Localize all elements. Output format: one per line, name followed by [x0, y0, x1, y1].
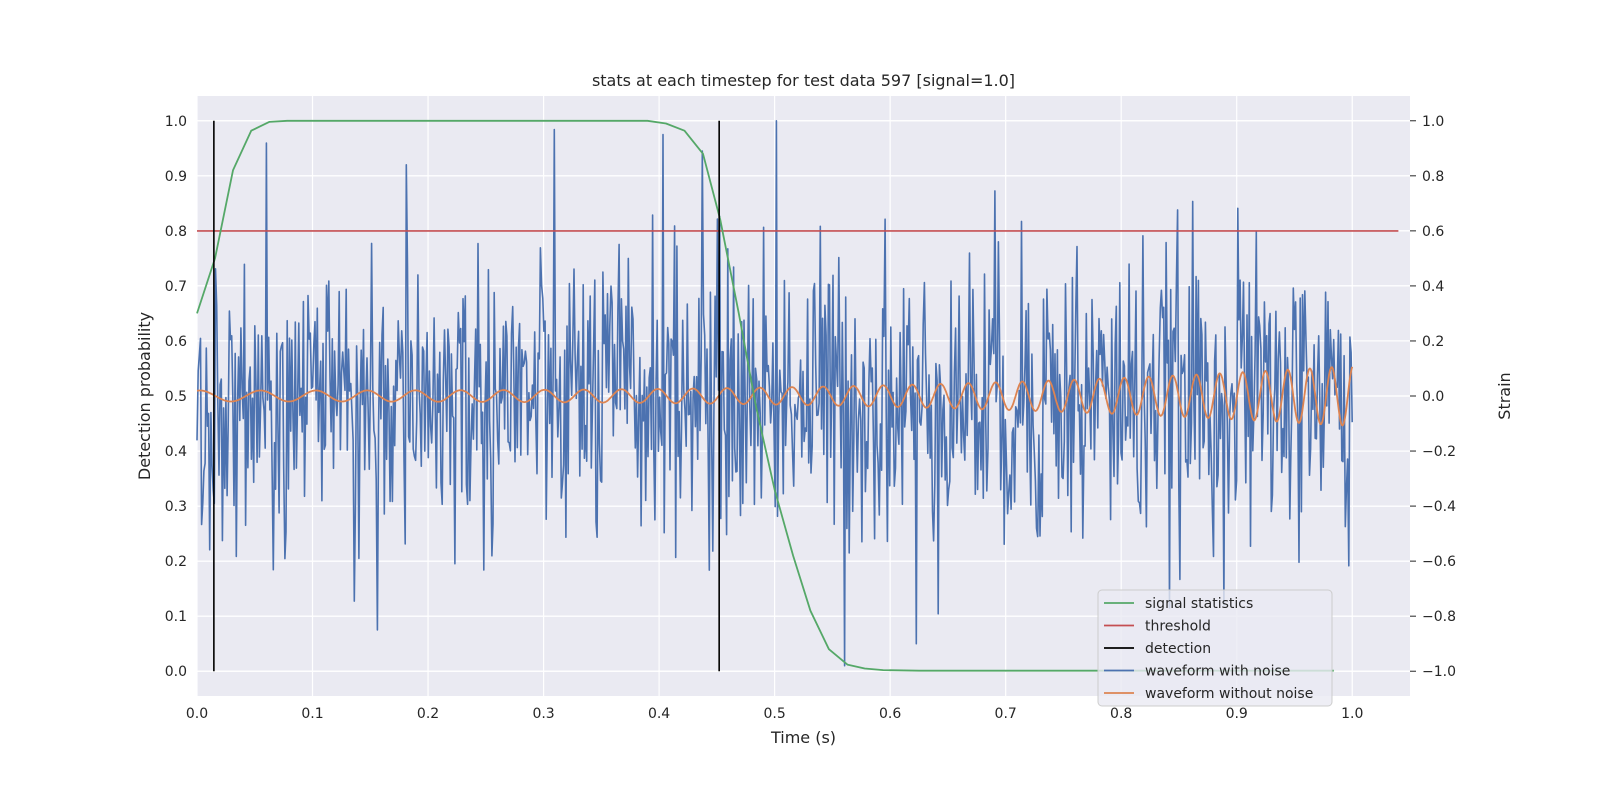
- y-tick-label-right: −0.2: [1422, 444, 1456, 460]
- y-tick-label-left: 0.0: [165, 664, 187, 680]
- series-waveform-with-noise: [196, 120, 1353, 667]
- y-tick-label-left: 0.6: [165, 334, 187, 350]
- y-tick-label-left: 0.3: [165, 499, 187, 515]
- legend-label: detection: [1145, 641, 1211, 657]
- x-tick-label: 0.6: [879, 706, 901, 722]
- y-tick-label-left: 1.0: [165, 114, 187, 130]
- legend-label: waveform with noise: [1145, 664, 1290, 680]
- legend-box: [1097, 589, 1333, 707]
- x-tick-label: 0.3: [532, 706, 554, 722]
- x-tick-label: 0.5: [763, 706, 785, 722]
- legend-label: waveform without noise: [1145, 686, 1313, 702]
- x-axis-label: Time (s): [770, 728, 836, 747]
- y-tick-label-right: 0.6: [1422, 224, 1444, 240]
- y-tick-label-left: 0.1: [165, 609, 187, 625]
- x-tick-label: 0.9: [1226, 706, 1248, 722]
- y-tick-label-right: −0.8: [1422, 609, 1456, 625]
- y-tick-label-right: 0.0: [1422, 389, 1444, 405]
- x-tick-label: 0.7: [995, 706, 1017, 722]
- series-waveform-without-noise: [196, 366, 1354, 427]
- y-axis-label-left: Detection probability: [135, 312, 154, 480]
- x-axis: 0.0 0.1 0.2 0.3 0.4 0.5 0.6 0.7 0.8 0.9 1.0: [186, 706, 1364, 722]
- y-tick-label-left: 0.8: [165, 224, 187, 240]
- y-tick-label-left: 0.2: [165, 554, 187, 570]
- y-tick-label-right: 0.2: [1422, 334, 1444, 350]
- x-tick-label: 0.0: [186, 706, 208, 722]
- y-tick-label-right: 0.4: [1422, 279, 1444, 295]
- y-tick-label-left: 0.5: [165, 389, 187, 405]
- legend: signal statistics threshold detection wavef…: [1097, 589, 1333, 707]
- y-tick-label-right: 0.8: [1422, 169, 1444, 185]
- y-tick-label-left: 0.9: [165, 169, 187, 185]
- y-tick-label-right: −0.6: [1422, 554, 1456, 570]
- y-axis-label-right: Strain: [1495, 372, 1514, 419]
- x-tick-label: 0.2: [417, 706, 439, 722]
- x-tick-label: 1.0: [1341, 706, 1363, 722]
- y-tick-label-right: 1.0: [1422, 114, 1444, 130]
- y-tick-label-right: −1.0: [1422, 664, 1456, 680]
- y-axis-left: 0.0 0.1 0.2 0.3 0.4 0.5 0.6 0.7 0.8 0.9 1.0: [165, 114, 187, 680]
- y-tick-label-left: 0.4: [165, 444, 187, 460]
- y-axis-right: −1.0 −0.8 −0.6 −0.4 −0.2 0.0 0.2 0.4 0.6 0.8 1.0: [1410, 114, 1456, 680]
- series-signal-statistics: [196, 119, 1334, 672]
- x-tick-label: 0.1: [301, 706, 323, 722]
- y-tick-label-left: 0.7: [165, 279, 187, 295]
- series-layer: [196, 119, 1399, 672]
- legend-label: threshold: [1145, 619, 1211, 635]
- x-tick-label: 0.8: [1110, 706, 1132, 722]
- chart-title: stats at each timestep for test data 597…: [592, 71, 1015, 90]
- x-tick-label: 0.4: [648, 706, 670, 722]
- y-tick-label-right: −0.4: [1422, 499, 1456, 515]
- legend-label: signal statistics: [1145, 596, 1253, 612]
